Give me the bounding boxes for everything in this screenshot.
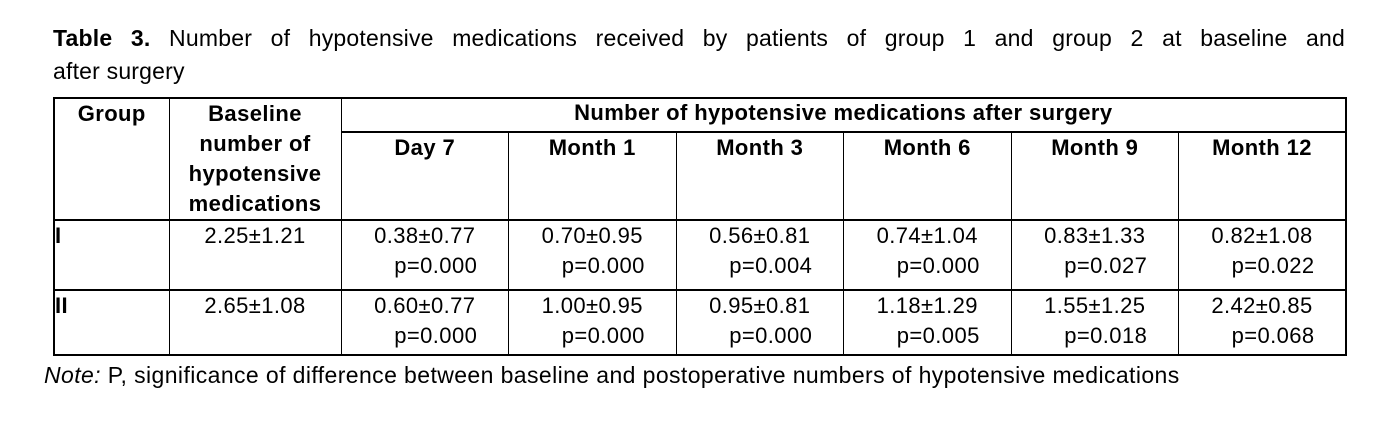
baseline-cell: 2.65±1.08 [168, 289, 342, 356]
table-caption-text: Number of hypotensive medications receiv… [169, 25, 1346, 51]
table-row-group-1: I 2.25±1.21 0.38±0.77 p=0.000 0.70±0.95 … [53, 219, 1347, 291]
mean-sd-value: 0.83±1.33 [1044, 223, 1146, 248]
baseline-column-header-text: Baseline number of hypotensive medicatio… [188, 101, 322, 216]
data-cell: 0.70±0.95 p=0.000 [508, 219, 677, 291]
mean-sd-value: 1.18±1.29 [876, 293, 978, 318]
mean-sd-value: 0.56±0.81 [709, 223, 811, 248]
baseline-cell: 2.25±1.21 [168, 219, 342, 291]
p-value: p=0.027 [1064, 253, 1148, 278]
group-cell: II [53, 289, 170, 356]
p-value: p=0.000 [896, 253, 980, 278]
data-cell: 2.42±0.85 p=0.068 [1178, 289, 1347, 356]
data-cell: 0.83±1.33 p=0.027 [1010, 219, 1179, 291]
mean-sd-value: 0.82±1.08 [1211, 223, 1313, 248]
mean-sd-value: 1.00±0.95 [541, 293, 643, 318]
mean-sd-value: 0.38±0.77 [374, 223, 476, 248]
table-caption-label: Table 3. [53, 25, 151, 51]
table-caption-line1: Table 3. Number of hypotensive medicatio… [53, 22, 1345, 55]
mean-sd-value: 0.95±0.81 [709, 293, 811, 318]
data-cell: 0.56±0.81 p=0.004 [675, 219, 844, 291]
data-cell: 0.38±0.77 p=0.000 [340, 219, 509, 291]
data-cell: 0.60±0.77 p=0.000 [340, 289, 509, 356]
mean-sd-value: 0.60±0.77 [374, 293, 476, 318]
timepoint-header-month-3: Month 3 [675, 131, 844, 221]
medications-table: Group Baseline number of hypotensive med… [53, 96, 1348, 356]
baseline-column-header: Baseline number of hypotensive medicatio… [168, 97, 342, 221]
note-text: P, significance of difference between ba… [107, 362, 1180, 388]
p-value: p=0.000 [394, 323, 478, 348]
p-value: p=0.018 [1064, 323, 1148, 348]
data-cell: 0.82±1.08 p=0.022 [1178, 219, 1347, 291]
timepoint-header-month-6: Month 6 [843, 131, 1012, 221]
p-value: p=0.005 [896, 323, 980, 348]
p-value: p=0.068 [1231, 323, 1315, 348]
timepoint-header-month-1: Month 1 [508, 131, 677, 221]
data-cell: 0.95±0.81 p=0.000 [675, 289, 844, 356]
header-row-timepoints: Day 7 Month 1 Month 3 Month 6 Month 9 Mo… [54, 131, 1347, 221]
timepoint-header-day-7: Day 7 [340, 131, 509, 221]
data-cell: 0.74±1.04 p=0.000 [843, 219, 1012, 291]
mean-sd-value: 1.55±1.25 [1044, 293, 1146, 318]
table-row-group-2: II 2.65±1.08 0.60±0.77 p=0.000 1.00±0.95… [53, 289, 1347, 356]
p-value: p=0.000 [729, 323, 813, 348]
document-page: Table 3. Number of hypotensive medicatio… [44, 22, 1348, 390]
table-note: Note: P, significance of difference betw… [44, 360, 1345, 390]
mean-sd-value: 0.70±0.95 [541, 223, 643, 248]
table-caption-line2: after surgery [53, 58, 185, 84]
data-cell: 1.00±0.95 p=0.000 [508, 289, 677, 356]
timepoint-header-month-12: Month 12 [1178, 131, 1347, 221]
after-surgery-span-header: Number of hypotensive medications after … [340, 96, 1347, 134]
header-row-top: Group Baseline number of hypotensive med… [53, 96, 1347, 221]
note-label: Note: [44, 362, 101, 388]
p-value: p=0.000 [561, 253, 645, 278]
table-caption: Table 3. Number of hypotensive medicatio… [53, 22, 1345, 88]
data-cell: 1.55±1.25 p=0.018 [1010, 289, 1179, 356]
group-cell: I [53, 219, 170, 291]
mean-sd-value: 0.74±1.04 [876, 223, 978, 248]
p-value: p=0.000 [561, 323, 645, 348]
data-cell: 1.18±1.29 p=0.005 [843, 289, 1012, 356]
mean-sd-value: 2.42±0.85 [1211, 293, 1313, 318]
group-column-header: Group [53, 97, 170, 221]
p-value: p=0.022 [1231, 253, 1315, 278]
timepoint-header-month-9: Month 9 [1010, 131, 1179, 221]
p-value: p=0.004 [729, 253, 813, 278]
p-value: p=0.000 [394, 253, 478, 278]
